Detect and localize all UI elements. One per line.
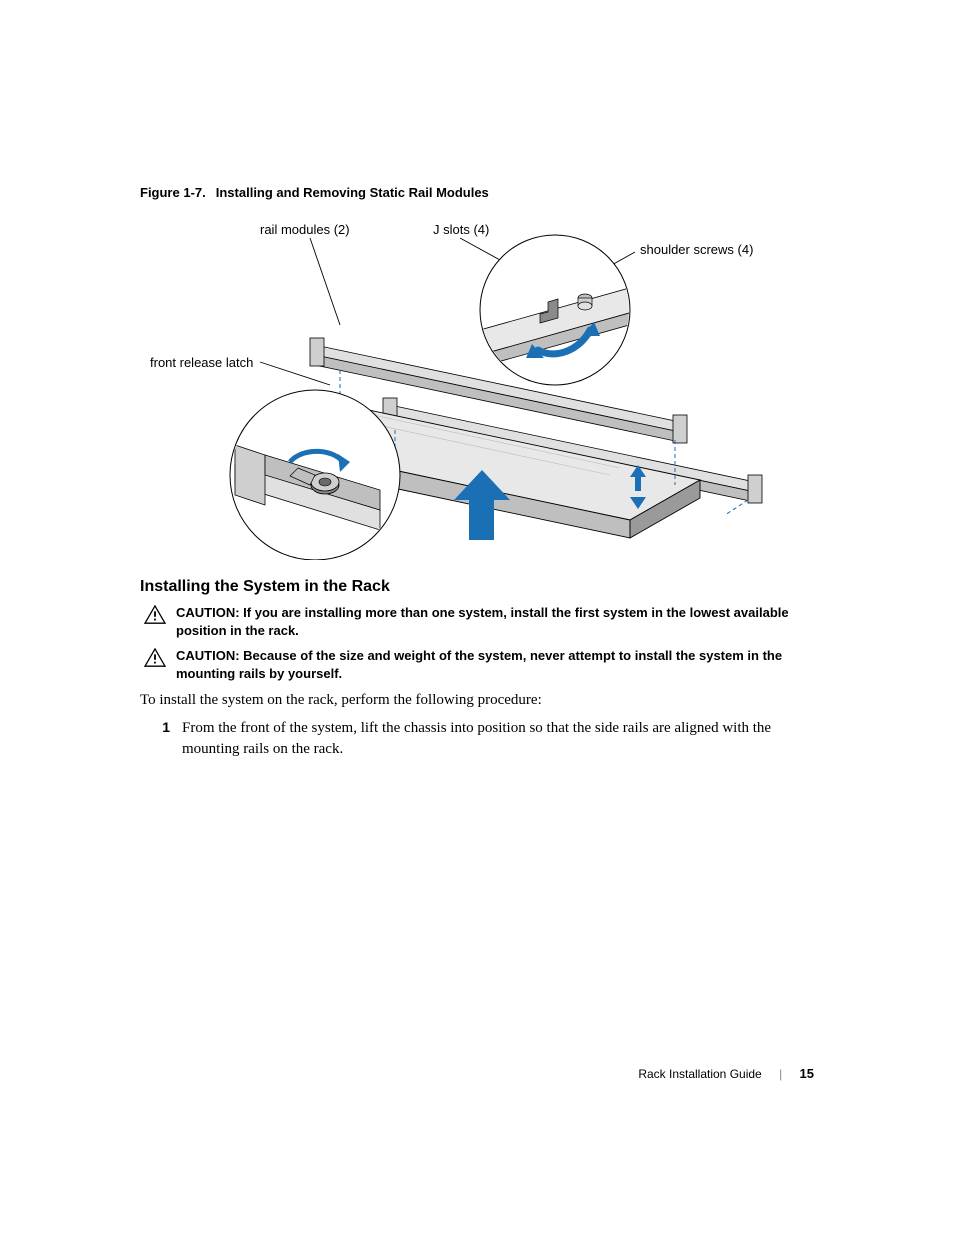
caution-text: CAUTION: Because of the size and weight …	[176, 647, 810, 682]
numbered-list: 1 From the front of the system, lift the…	[140, 718, 810, 760]
footer-divider: |	[779, 1067, 782, 1081]
footer-doc-title: Rack Installation Guide	[638, 1067, 761, 1081]
step-text: From the front of the system, lift the c…	[182, 718, 810, 760]
callout-j-slots: J slots (4)	[433, 222, 489, 237]
intro-text: To install the system on the rack, perfo…	[140, 690, 810, 710]
callout-rail-modules: rail modules (2)	[260, 222, 350, 237]
caution-block: CAUTION: If you are installing more than…	[140, 604, 810, 639]
caution-icon	[144, 605, 166, 625]
caution-label: CAUTION:	[176, 605, 240, 620]
caution-icon	[144, 648, 166, 668]
figure-area: rail modules (2) J slots (4) shoulder sc…	[140, 210, 810, 560]
document-page: Figure 1-7. Installing and Removing Stati…	[140, 185, 810, 760]
caution-block: CAUTION: Because of the size and weight …	[140, 647, 810, 682]
page-footer: Rack Installation Guide | 15	[638, 1066, 814, 1081]
step-number: 1	[140, 718, 170, 735]
caution-text: CAUTION: If you are installing more than…	[176, 604, 810, 639]
caution-body: Because of the size and weight of the sy…	[176, 648, 782, 681]
figure-number: Figure 1-7.	[140, 185, 206, 200]
section-heading: Installing the System in the Rack	[140, 578, 810, 596]
caution-label: CAUTION:	[176, 648, 240, 663]
figure-diagram	[140, 210, 810, 560]
callout-shoulder-screws: shoulder screws (4)	[640, 242, 753, 257]
callout-front-release-latch: front release latch	[150, 355, 253, 370]
footer-page-number: 15	[800, 1066, 814, 1081]
list-item: 1 From the front of the system, lift the…	[140, 718, 810, 760]
caution-body: If you are installing more than one syst…	[176, 605, 789, 638]
figure-caption: Figure 1-7. Installing and Removing Stati…	[140, 185, 810, 200]
figure-title: Installing and Removing Static Rail Modu…	[216, 185, 489, 200]
